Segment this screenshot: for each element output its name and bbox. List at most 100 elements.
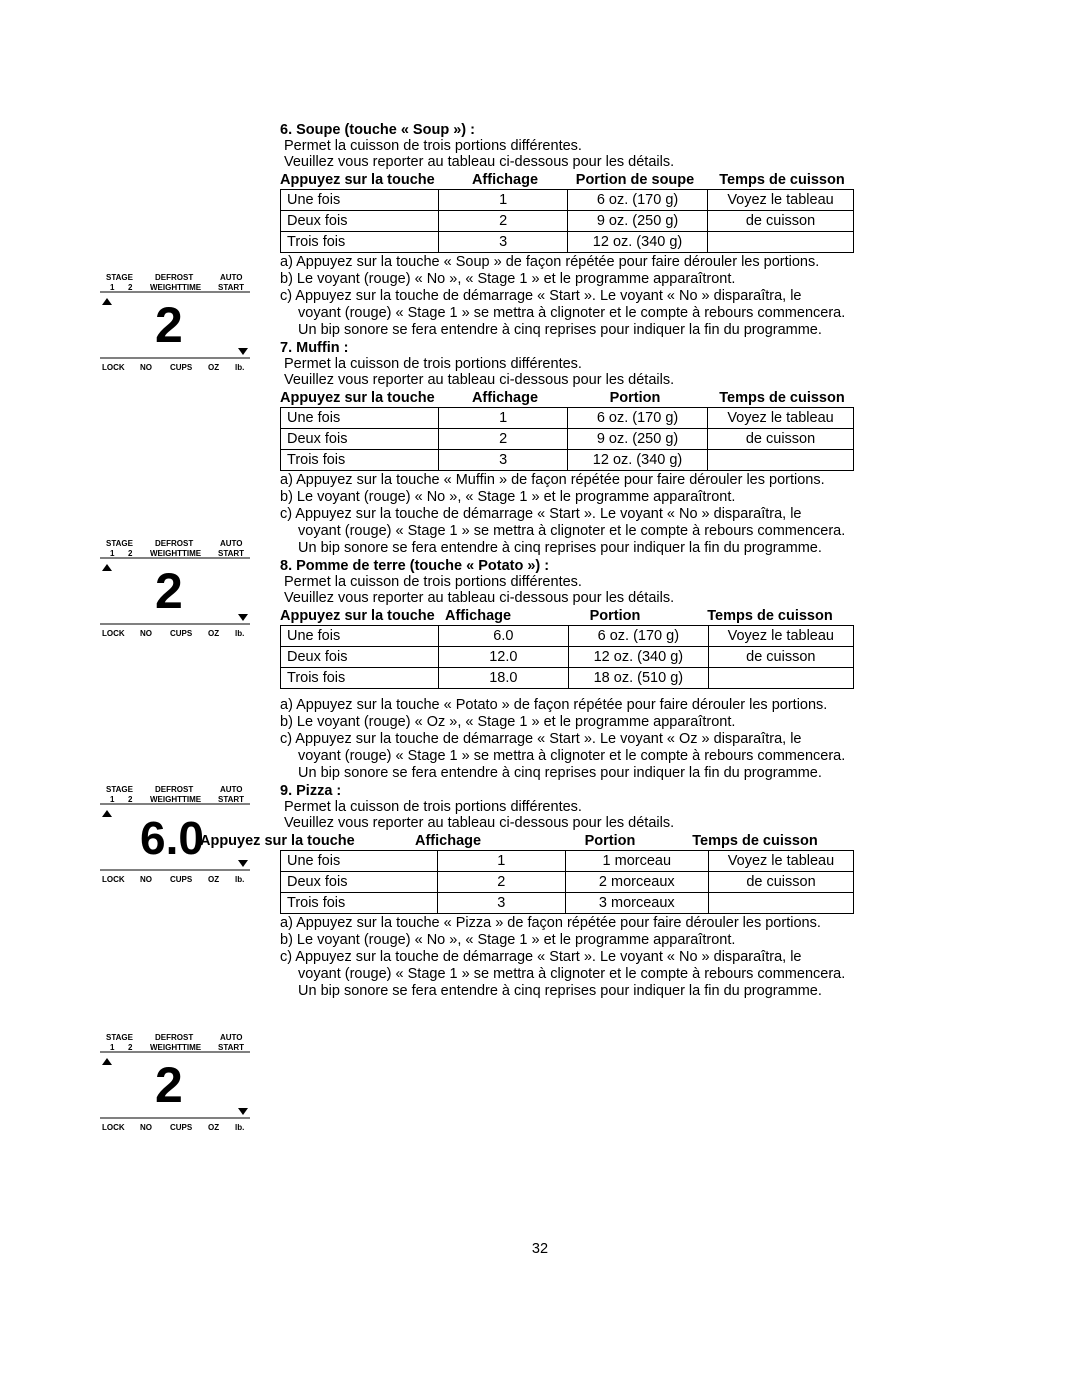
svg-text:1: 1	[110, 795, 115, 804]
section-desc: Veuillez vous reporter au tableau ci-des…	[284, 154, 980, 170]
step-text: c) Appuyez sur la touche de démarrage « …	[280, 949, 980, 965]
lbl-no: NO	[140, 363, 152, 372]
step-text: c) Appuyez sur la touche de démarrage « …	[280, 506, 980, 522]
svg-text:AUTO: AUTO	[220, 539, 243, 548]
step-text: b) Le voyant (rouge) « No », « Stage 1 »…	[280, 271, 980, 287]
table-row: Trois fois312 oz. (340 g)	[281, 450, 854, 471]
table-row: Une fois11 morceauVoyez le tableau	[281, 851, 854, 872]
lbl-s2: 2	[128, 283, 133, 292]
section-desc: Permet la cuisson de trois portions diff…	[284, 138, 980, 154]
lbl-weight: WEIGHT	[150, 283, 182, 292]
section-title: 7. Muffin :	[280, 340, 980, 356]
display-value: 2	[155, 297, 183, 353]
col-header: Appuyez sur la touche	[280, 608, 445, 624]
svg-text:lb.: lb.	[235, 1123, 244, 1132]
svg-text:2: 2	[128, 549, 133, 558]
svg-text:LOCK: LOCK	[102, 629, 125, 638]
col-header: Temps de cuisson	[675, 833, 835, 849]
data-table: Une fois16 oz. (170 g)Voyez le tableau D…	[280, 189, 854, 253]
step-text: b) Le voyant (rouge) « No », « Stage 1 »…	[280, 489, 980, 505]
col-header: Appuyez sur la touche	[280, 172, 450, 188]
svg-text:2: 2	[128, 795, 133, 804]
svg-text:DEFROST: DEFROST	[155, 539, 193, 548]
data-table: Une fois11 morceauVoyez le tableau Deux …	[280, 850, 854, 914]
svg-text:STAGE: STAGE	[106, 539, 134, 548]
page: STAGE 1 2 DEFROST WEIGHT TIME AUTO START…	[0, 0, 1080, 1397]
lcd-display-icon: STAGE 1 2 DEFROST WEIGHT TIME AUTO START…	[100, 270, 250, 375]
table-row: Deux fois29 oz. (250 g)de cuisson	[281, 429, 854, 450]
table-row: Une fois16 oz. (170 g)Voyez le tableau	[281, 408, 854, 429]
step-text: c) Appuyez sur la touche de démarrage « …	[280, 288, 980, 304]
section-desc: Veuillez vous reporter au tableau ci-des…	[284, 815, 980, 831]
svg-text:lb.: lb.	[235, 629, 244, 638]
svg-text:lb.: lb.	[235, 875, 244, 884]
svg-text:2: 2	[128, 1043, 133, 1052]
svg-text:1: 1	[110, 549, 115, 558]
col-header: Affichage	[415, 833, 545, 849]
svg-text:WEIGHT: WEIGHT	[150, 549, 182, 558]
section-desc: Veuillez vous reporter au tableau ci-des…	[284, 590, 980, 606]
svg-text:DEFROST: DEFROST	[155, 785, 193, 794]
table-row: Une fois16 oz. (170 g)Voyez le tableau	[281, 190, 854, 211]
svg-text:6.0: 6.0	[140, 812, 204, 864]
table-header: Appuyez sur la touche Affichage Portion …	[280, 390, 980, 406]
section-title: 9. Pizza :	[280, 783, 980, 799]
lbl-lb: lb.	[235, 363, 244, 372]
table-row: Trois fois312 oz. (340 g)	[281, 232, 854, 253]
svg-text:CUPS: CUPS	[170, 1123, 193, 1132]
data-table: Une fois16 oz. (170 g)Voyez le tableau D…	[280, 407, 854, 471]
svg-text:NO: NO	[140, 1123, 152, 1132]
display-panel-3: STAGE 1 2 DEFROST WEIGHT TIME AUTO START…	[100, 782, 250, 887]
svg-text:1: 1	[110, 1043, 115, 1052]
svg-text:STAGE: STAGE	[106, 785, 134, 794]
svg-text:OZ: OZ	[208, 875, 219, 884]
step-text: voyant (rouge) « Stage 1 » se mettra à c…	[280, 523, 980, 539]
svg-text:LOCK: LOCK	[102, 875, 125, 884]
lbl-lock: LOCK	[102, 363, 125, 372]
svg-text:OZ: OZ	[208, 629, 219, 638]
svg-text:CUPS: CUPS	[170, 875, 193, 884]
col-header: Affichage	[450, 172, 560, 188]
table-header: Appuyez sur la touche Affichage Portion …	[280, 172, 980, 188]
table-row: Trois fois33 morceaux	[281, 893, 854, 914]
step-text: Un bip sonore se fera entendre à cinq re…	[280, 765, 980, 781]
col-header: Portion	[560, 390, 710, 406]
svg-text:START: START	[218, 1043, 244, 1052]
col-header: Affichage	[450, 390, 560, 406]
step-text: b) Le voyant (rouge) « Oz », « Stage 1 »…	[280, 714, 980, 730]
lbl-s1: 1	[110, 283, 115, 292]
display-panel-2: STAGE 1 2 DEFROST WEIGHT TIME AUTO START…	[100, 536, 250, 641]
table-header: Appuyez sur la touche Affichage Portion …	[280, 608, 980, 624]
data-table: Une fois6.06 oz. (170 g)Voyez le tableau…	[280, 625, 854, 689]
svg-text:LOCK: LOCK	[102, 1123, 125, 1132]
step-text: voyant (rouge) « Stage 1 » se mettra à c…	[280, 305, 980, 321]
table-row: Deux fois22 morceauxde cuisson	[281, 872, 854, 893]
col-header: Portion	[545, 833, 675, 849]
section-desc: Permet la cuisson de trois portions diff…	[284, 799, 980, 815]
lcd-display-icon: STAGE 1 2 DEFROST WEIGHT TIME AUTO START…	[100, 782, 250, 887]
lbl-start: START	[218, 283, 244, 292]
svg-text:CUPS: CUPS	[170, 629, 193, 638]
lbl-defrost: DEFROST	[155, 273, 193, 282]
svg-text:STAGE: STAGE	[106, 1033, 134, 1042]
step-text: a) Appuyez sur la touche « Potato » de f…	[280, 697, 980, 713]
step-text: a) Appuyez sur la touche « Pizza » de fa…	[280, 915, 980, 931]
svg-text:NO: NO	[140, 629, 152, 638]
svg-text:AUTO: AUTO	[220, 785, 243, 794]
svg-text:TIME: TIME	[182, 549, 202, 558]
col-header: Portion	[540, 608, 690, 624]
step-text: Un bip sonore se fera entendre à cinq re…	[280, 322, 980, 338]
table-row: Trois fois18.018 oz. (510 g)	[281, 668, 854, 689]
step-text: b) Le voyant (rouge) « No », « Stage 1 »…	[280, 932, 980, 948]
table-header: Appuyez sur la touche Affichage Portion …	[200, 833, 980, 849]
lbl-cups: CUPS	[170, 363, 193, 372]
col-header: Appuyez sur la touche	[280, 390, 450, 406]
step-text: Un bip sonore se fera entendre à cinq re…	[280, 540, 980, 556]
section-desc: Permet la cuisson de trois portions diff…	[284, 574, 980, 590]
svg-text:NO: NO	[140, 875, 152, 884]
svg-text:START: START	[218, 549, 244, 558]
svg-text:DEFROST: DEFROST	[155, 1033, 193, 1042]
display-panel-4: STAGE 1 2 DEFROST WEIGHT TIME AUTO START…	[100, 1030, 250, 1135]
table-row: Deux fois29 oz. (250 g)de cuisson	[281, 211, 854, 232]
svg-text:WEIGHT: WEIGHT	[150, 795, 182, 804]
